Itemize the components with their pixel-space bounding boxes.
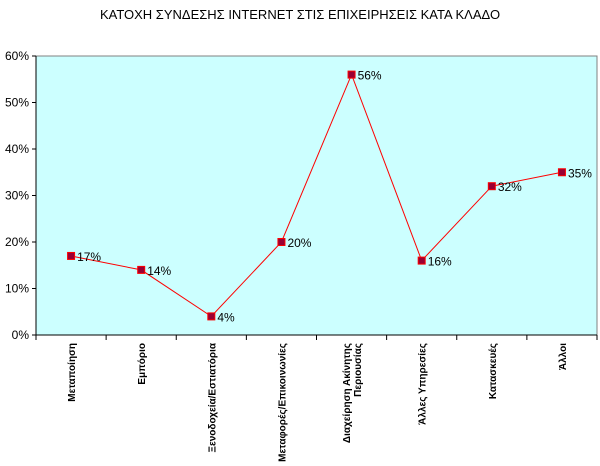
data-point	[417, 256, 426, 265]
x-tick-label-line: Εμπόριο	[137, 343, 148, 385]
x-tick-label: Μεταφορές/Επικοινωνίες	[277, 343, 288, 462]
y-tick-label: 60%	[5, 49, 29, 63]
data-point	[557, 168, 566, 177]
x-tick-label: Ξενοδοχεία/Εστιατόρια	[207, 342, 218, 452]
data-point	[277, 238, 286, 246]
y-tick-label: 50%	[5, 96, 29, 110]
x-tick-label-line: Μεταφορές/Επικοινωνίες	[277, 343, 288, 462]
data-point	[487, 182, 496, 191]
data-label: 56%	[358, 69, 382, 83]
x-tick-label: Άλλοι	[558, 343, 569, 370]
plot-area	[35, 55, 598, 336]
data-label: 20%	[287, 236, 311, 250]
series-layer	[67, 70, 566, 321]
y-tick-label: 20%	[5, 235, 29, 249]
data-label: 14%	[147, 264, 171, 278]
data-labels: 17% 14% 4% 20% 56% 16% 32% 35%	[77, 69, 592, 325]
x-tick-label: Άλλες Υπηρεσίες	[418, 343, 429, 425]
x-tick-label-line: Περιουσίας	[353, 343, 364, 397]
y-tick-label: 0%	[12, 328, 30, 342]
x-tick-label-line: Κατασκευές	[488, 343, 499, 399]
y-tick-label: 10%	[5, 282, 29, 296]
x-tick-label: Κατασκευές	[488, 343, 499, 399]
data-label: 4%	[217, 310, 235, 324]
x-tick-label-line: Διαχείρηση Ακίνητης	[342, 343, 353, 443]
data-label: 32%	[498, 180, 522, 194]
x-tick-label-line: Άλλες Υπηρεσίες	[418, 343, 429, 425]
x-tick-label-line: Άλλοι	[558, 343, 569, 370]
data-label: 16%	[428, 255, 452, 269]
x-tick-label-line: Ξενοδοχεία/Εστιατόρια	[207, 342, 218, 452]
x-tick-label: Διαχείρηση Ακίνητης Περιουσίας	[342, 343, 364, 443]
data-label: 35%	[568, 166, 592, 180]
data-point	[67, 251, 76, 260]
data-point	[347, 70, 356, 79]
y-tick-label: 30%	[5, 189, 29, 203]
data-point	[207, 312, 216, 321]
data-label: 17%	[77, 250, 101, 264]
x-tick-label: Εμπόριο	[137, 343, 148, 385]
chart-title: ΚΑΤΟΧΗ ΣΥΝΔΕΣΗΣ INTERNET ΣΤΙΣ ΕΠΙΧΕΙΡΗΣΕ…	[100, 7, 500, 22]
data-point	[137, 265, 146, 274]
x-tick-label: Μεταποίηση	[67, 343, 78, 402]
y-tick-label: 40%	[5, 142, 29, 156]
series-line	[70, 73, 563, 318]
x-axis: Μεταποίηση Εμπόριο Ξενοδοχεία/Εστιατόρια Με…	[35, 334, 598, 462]
y-axis: 0% 10% 20% 30% 40% 50% 60%	[5, 49, 37, 342]
x-tick-label-line: Μεταποίηση	[67, 343, 78, 402]
